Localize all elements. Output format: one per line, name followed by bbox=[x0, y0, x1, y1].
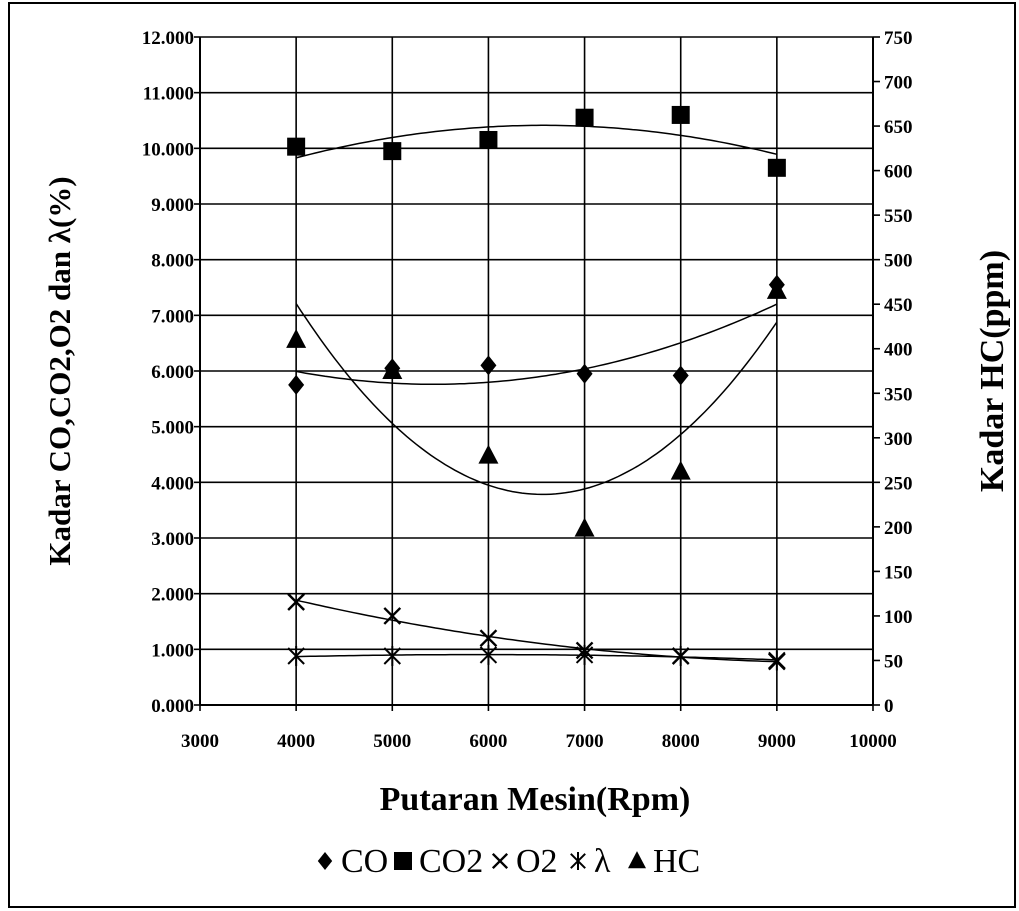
y-left-tick-label: 10.000 bbox=[142, 139, 194, 160]
point-O2 bbox=[287, 593, 305, 611]
y-right-tick-label: 450 bbox=[884, 295, 913, 316]
legend-marker-HC bbox=[628, 851, 646, 869]
point-HC bbox=[670, 460, 691, 480]
y-left-tick-label: 2.000 bbox=[151, 585, 194, 606]
y-right-tick-label: 650 bbox=[884, 117, 913, 138]
y-left-tick-label: 0.000 bbox=[151, 696, 194, 717]
point-λ bbox=[575, 644, 594, 665]
point-O2 bbox=[383, 607, 402, 625]
y-left-tick-label: 12.000 bbox=[142, 28, 194, 49]
y-right-tick-label: 300 bbox=[884, 429, 913, 450]
point-HC bbox=[766, 279, 787, 299]
y-right-tick-label: 500 bbox=[884, 251, 913, 272]
marker-stroke bbox=[479, 629, 498, 648]
x-axis-title: Putaran Mesin(Rpm) bbox=[380, 781, 691, 818]
y-right-tick-label: 600 bbox=[884, 162, 913, 183]
y-left-tick-label: 7.000 bbox=[151, 306, 194, 327]
point-λ bbox=[672, 646, 690, 667]
y-left-tick-label: 6.000 bbox=[151, 362, 194, 383]
point-λ bbox=[287, 646, 305, 667]
tick-labels: 0.000 1.000 2.000 3.000 4.000 5.000 6.000 7.000… bbox=[142, 28, 913, 752]
y-right-tick-label: 700 bbox=[884, 73, 913, 94]
point-CO2 bbox=[767, 158, 786, 177]
point-CO2 bbox=[575, 108, 594, 127]
legend-marker-CO bbox=[317, 852, 333, 870]
y-left-tick-label: 5.000 bbox=[151, 418, 194, 439]
y-right-tick-label: 250 bbox=[884, 473, 913, 494]
point-HC bbox=[286, 328, 307, 348]
y-left-tick-label: 11.000 bbox=[143, 84, 194, 105]
y-right-tick-label: 550 bbox=[884, 206, 913, 227]
marker-stroke bbox=[287, 593, 305, 611]
marker-stroke bbox=[383, 607, 402, 625]
x-tick-label: 5000 bbox=[373, 731, 411, 752]
legend-label: CO bbox=[341, 843, 388, 880]
y-right-tick-label: 0 bbox=[884, 696, 894, 717]
trendline-HC bbox=[295, 303, 778, 496]
axes bbox=[194, 36, 880, 711]
marker-stroke bbox=[491, 852, 509, 870]
y-right-tick-label: 150 bbox=[884, 562, 913, 583]
x-tick-label: 7000 bbox=[566, 731, 604, 752]
point-CO bbox=[288, 374, 305, 395]
figure-border bbox=[8, 2, 1016, 908]
legend-label: O2 bbox=[516, 843, 558, 880]
y-right-tick-label: 200 bbox=[884, 518, 913, 539]
y-axis-right-title: Kadar HC(ppm) bbox=[974, 250, 1011, 492]
x-tick-label: 4000 bbox=[277, 731, 315, 752]
point-CO bbox=[480, 355, 497, 376]
y-right-tick-label: 400 bbox=[884, 340, 913, 361]
point-λ bbox=[768, 650, 786, 671]
y-left-tick-label: 1.000 bbox=[151, 640, 194, 661]
legend-label: HC bbox=[653, 843, 700, 880]
y-right-tick-label: 750 bbox=[884, 28, 913, 49]
x-tick-label: 3000 bbox=[181, 731, 219, 752]
x-tick-label: 10000 bbox=[849, 731, 897, 752]
data-markers bbox=[286, 105, 787, 671]
point-CO2 bbox=[383, 142, 402, 161]
y-axis-left-title: Kadar CO,CO2,O2 dan λ(%) bbox=[42, 176, 77, 565]
point-CO2 bbox=[671, 105, 690, 124]
x-tick-label: 6000 bbox=[469, 731, 507, 752]
trendline-CO2 bbox=[295, 124, 778, 159]
x-tick-label: 9000 bbox=[758, 731, 796, 752]
point-CO2 bbox=[479, 130, 498, 149]
y-left-tick-label: 3.000 bbox=[151, 529, 194, 550]
y-left-tick-label: 4.000 bbox=[151, 473, 194, 494]
x-tick-label: 8000 bbox=[662, 731, 700, 752]
y-right-tick-label: 50 bbox=[884, 651, 903, 672]
point-HC bbox=[382, 360, 403, 379]
y-left-tick-label: 8.000 bbox=[151, 251, 194, 272]
legend-marker-O2 bbox=[491, 852, 509, 870]
point-HC bbox=[574, 517, 595, 537]
point-λ bbox=[479, 644, 498, 665]
y-right-tick-label: 350 bbox=[884, 384, 913, 405]
legend-marker-CO2 bbox=[394, 852, 412, 870]
legend: CO CO2 O2 λ HC bbox=[317, 843, 700, 880]
trendline-CO bbox=[295, 303, 778, 386]
point-CO2 bbox=[287, 137, 306, 156]
point-λ bbox=[383, 646, 401, 667]
trendline-λ bbox=[296, 653, 777, 661]
y-right-tick-label: 100 bbox=[884, 607, 913, 628]
legend-label: CO2 bbox=[419, 843, 483, 880]
point-HC bbox=[478, 444, 499, 464]
legend-marker-λ bbox=[570, 852, 586, 870]
point-CO bbox=[672, 365, 689, 386]
trend-lines bbox=[295, 124, 778, 663]
point-CO bbox=[576, 363, 593, 384]
point-O2 bbox=[479, 629, 498, 648]
legend-label: λ bbox=[594, 843, 611, 880]
y-left-tick-label: 9.000 bbox=[151, 195, 194, 216]
